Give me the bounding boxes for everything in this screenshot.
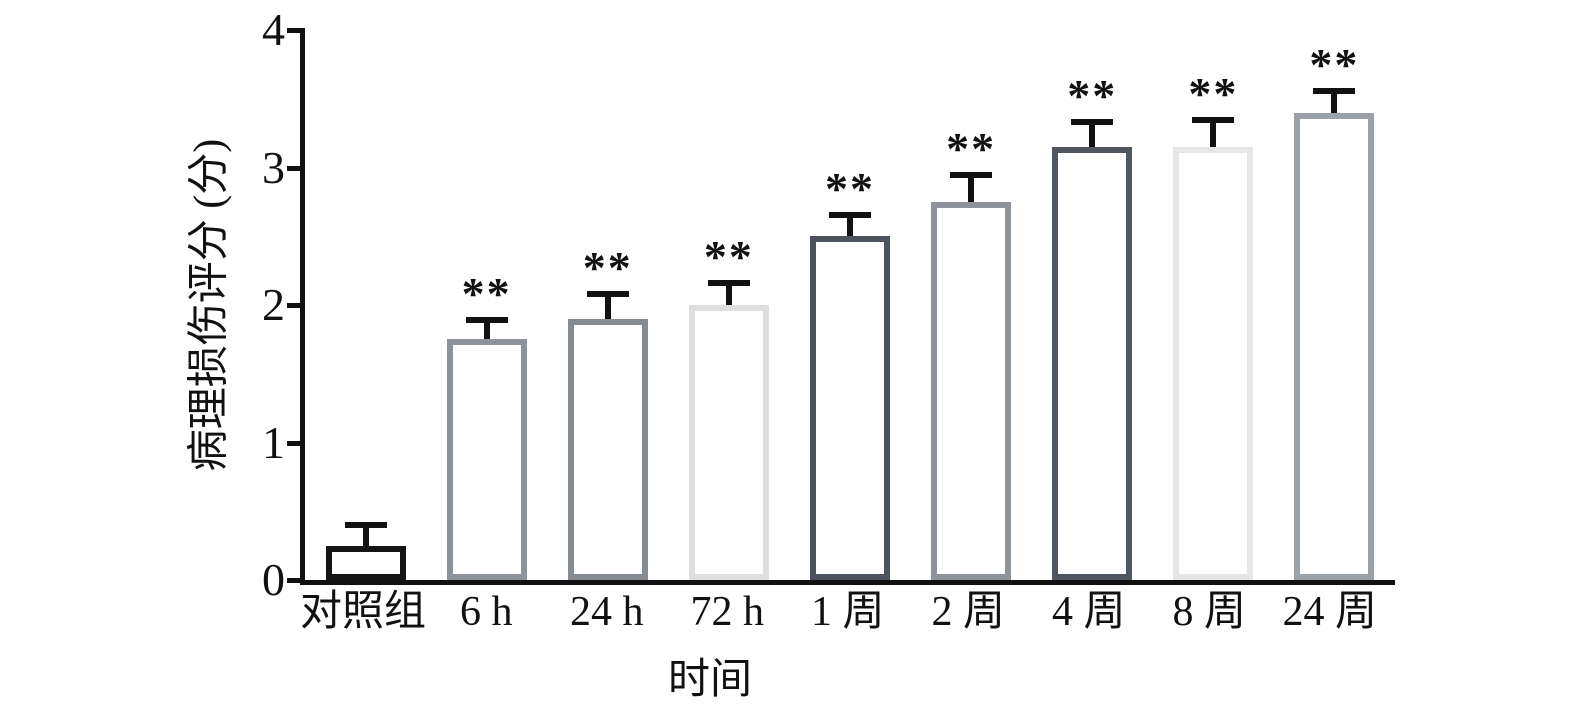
error-bar bbox=[950, 171, 993, 202]
error-bar bbox=[1071, 119, 1114, 147]
significance-marker: ** bbox=[946, 122, 997, 174]
x-tick-label: 4 周 bbox=[1052, 589, 1126, 635]
y-tick-mark bbox=[287, 28, 305, 33]
x-axis-tick-labels: 对照组 6 h 24 h 72 h 1 周 2 周 4 周 8 周 24 周 bbox=[300, 588, 1390, 636]
bar-slot: ** bbox=[1153, 30, 1274, 580]
bar-slot: ** bbox=[547, 30, 668, 580]
x-axis-title: 时间 bbox=[667, 657, 753, 703]
error-bar-line bbox=[483, 317, 490, 340]
error-bar-cap bbox=[1071, 119, 1114, 126]
y-tick-label: 3 bbox=[262, 141, 285, 193]
x-tick-label: 24 h bbox=[570, 589, 644, 635]
error-bar-cap bbox=[1313, 87, 1356, 94]
error-bar-line bbox=[968, 171, 975, 202]
x-tick-label: 对照组 bbox=[300, 589, 427, 635]
error-bar-line bbox=[846, 211, 853, 237]
error-bar-cap bbox=[707, 280, 750, 287]
error-bar bbox=[828, 211, 871, 237]
error-bar-cap bbox=[465, 317, 508, 324]
bar-slot: ** bbox=[1274, 30, 1395, 580]
bar-slot bbox=[305, 30, 426, 580]
bar bbox=[809, 236, 890, 580]
bar bbox=[567, 318, 648, 580]
bar bbox=[325, 545, 406, 580]
plot-area: ** ** ** ** ** ** ** ** bbox=[300, 30, 1395, 585]
error-bar-line bbox=[362, 522, 369, 546]
error-bar-line bbox=[1089, 119, 1096, 147]
bar bbox=[688, 305, 769, 580]
bar-slot: ** bbox=[426, 30, 547, 580]
significance-marker: ** bbox=[824, 162, 875, 214]
error-bar bbox=[1192, 116, 1235, 147]
error-bar-cap bbox=[950, 171, 993, 178]
significance-marker: ** bbox=[582, 242, 633, 294]
y-tick-label: 1 bbox=[262, 416, 285, 468]
y-tick-mark bbox=[287, 165, 305, 171]
bar-slot: ** bbox=[668, 30, 789, 580]
error-bar-line bbox=[604, 291, 611, 319]
bar-slot: ** bbox=[789, 30, 910, 580]
significance-marker: ** bbox=[1188, 67, 1239, 119]
x-tick-label: 72 h bbox=[690, 589, 765, 635]
significance-marker: ** bbox=[461, 268, 512, 320]
bar bbox=[1294, 112, 1375, 580]
bar-slot: ** bbox=[911, 30, 1032, 580]
bar-slot: ** bbox=[1032, 30, 1153, 580]
x-tick-label: 2 周 bbox=[931, 589, 1006, 635]
error-bar-line bbox=[725, 280, 732, 305]
y-tick-mark bbox=[287, 303, 305, 308]
error-bar-cap bbox=[1192, 116, 1235, 123]
error-bar bbox=[344, 522, 387, 546]
error-bar bbox=[586, 291, 629, 319]
x-tick-label: 1 周 bbox=[811, 589, 885, 635]
y-tick-mark bbox=[287, 440, 305, 446]
significance-marker: ** bbox=[1309, 38, 1360, 90]
bar bbox=[446, 339, 527, 580]
error-bar bbox=[465, 317, 508, 340]
error-bar bbox=[707, 280, 750, 305]
x-tick-label: 6 h bbox=[460, 589, 513, 635]
error-bar-cap bbox=[344, 522, 387, 529]
error-bar-line bbox=[1210, 116, 1217, 147]
error-bar-cap bbox=[828, 211, 871, 218]
error-bar-cap bbox=[586, 291, 629, 298]
y-tick-label: 0 bbox=[262, 554, 285, 605]
y-tick-mark bbox=[287, 578, 305, 583]
bar bbox=[1052, 146, 1133, 580]
y-tick-label: 2 bbox=[262, 279, 285, 330]
x-tick-label: 8 周 bbox=[1172, 589, 1247, 635]
error-bar bbox=[1313, 87, 1356, 113]
significance-marker: ** bbox=[1067, 70, 1118, 122]
x-tick-label: 24 周 bbox=[1282, 589, 1378, 635]
bar bbox=[931, 201, 1012, 580]
significance-marker: ** bbox=[703, 231, 754, 283]
error-bar-line bbox=[1331, 87, 1338, 113]
y-tick-label: 4 bbox=[262, 4, 285, 55]
bar bbox=[1173, 146, 1254, 580]
